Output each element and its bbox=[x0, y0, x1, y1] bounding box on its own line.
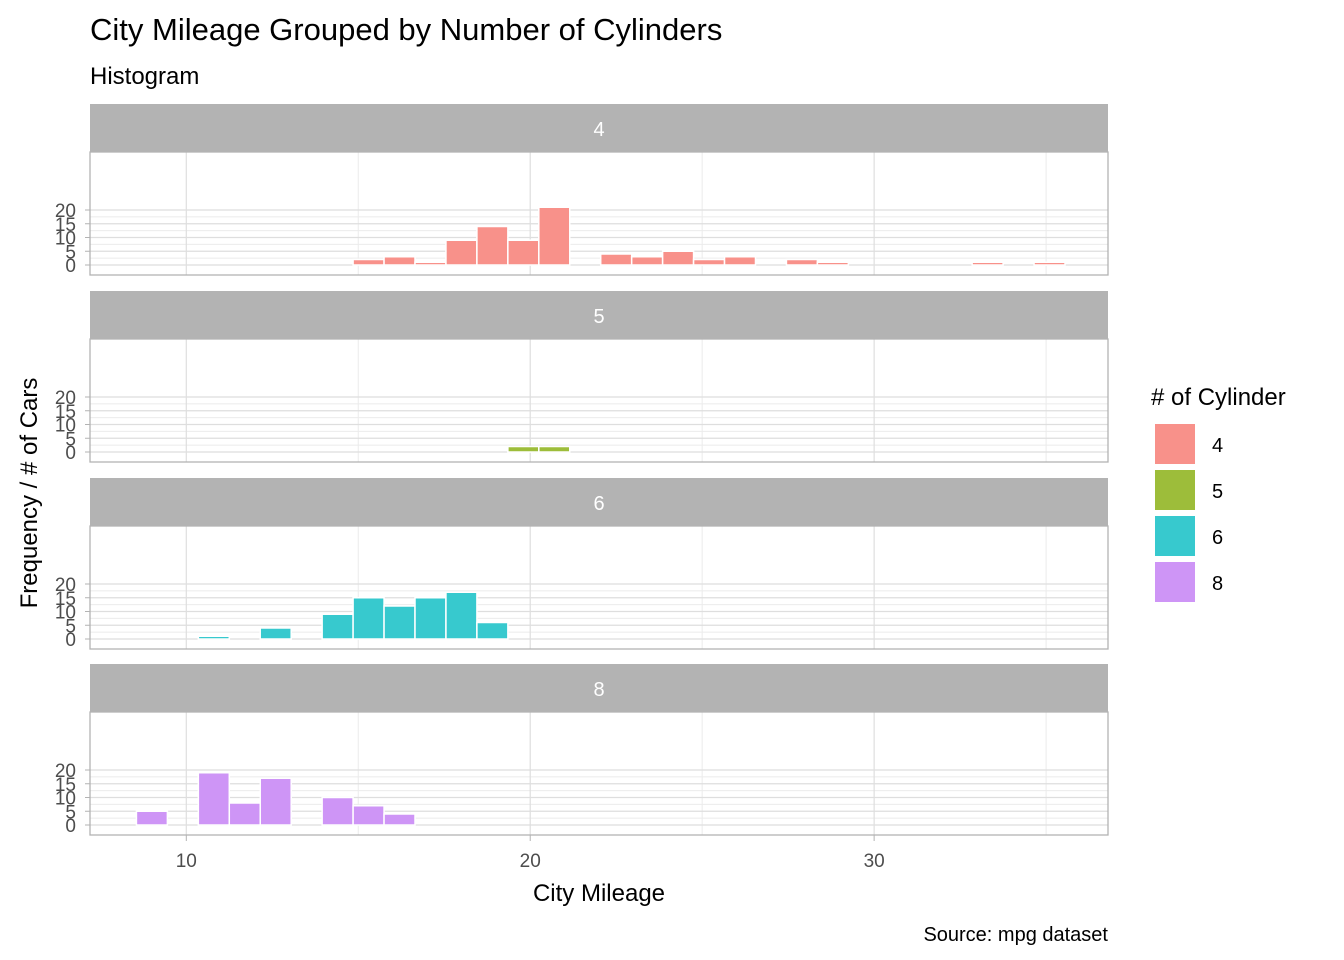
histogram-bar bbox=[197, 635, 231, 640]
panel-border bbox=[89, 151, 1109, 276]
y-tick-label: 15 bbox=[55, 402, 76, 423]
histogram-bar bbox=[630, 256, 664, 266]
legend-title: # of Cylinder bbox=[1151, 384, 1286, 411]
histogram-bar bbox=[507, 445, 540, 453]
y-tick-label: 5 bbox=[65, 802, 76, 823]
histogram-bar bbox=[321, 613, 354, 640]
legend-swatch bbox=[1155, 424, 1195, 464]
y-tick-label: 15 bbox=[55, 215, 76, 236]
histogram-bar bbox=[383, 813, 416, 826]
y-tick-label: 0 bbox=[65, 256, 76, 277]
histogram-bar bbox=[1033, 261, 1066, 266]
histogram-bar bbox=[723, 256, 757, 266]
chart-title: City Mileage Grouped by Number of Cylind… bbox=[90, 12, 722, 47]
y-tick-label: 0 bbox=[65, 630, 76, 651]
histogram-bar bbox=[538, 206, 571, 266]
y-tick-label: 0 bbox=[65, 443, 76, 464]
chart-subtitle: Histogram bbox=[90, 63, 199, 90]
x-axis-label: City Mileage bbox=[533, 880, 665, 907]
histogram-bar bbox=[445, 591, 478, 640]
legend-label: 8 bbox=[1212, 573, 1223, 595]
histogram-bar bbox=[971, 261, 1004, 266]
legend-label: 4 bbox=[1212, 435, 1223, 457]
legend-label: 5 bbox=[1212, 481, 1223, 503]
panel-border bbox=[89, 711, 1109, 836]
histogram-bar bbox=[321, 796, 354, 826]
y-axis-label: Frequency / # of Cars bbox=[16, 378, 43, 609]
y-tick-label: 10 bbox=[55, 229, 76, 250]
legend-swatch bbox=[1155, 516, 1195, 556]
histogram-bar bbox=[661, 250, 695, 266]
y-tick-label: 10 bbox=[55, 416, 76, 437]
histogram-bar bbox=[383, 605, 416, 640]
y-tick-label: 15 bbox=[55, 775, 76, 796]
histogram-bar bbox=[476, 225, 509, 266]
facet-strip-label: 8 bbox=[593, 679, 604, 701]
histogram-bar bbox=[259, 777, 292, 826]
y-tick-label: 5 bbox=[65, 429, 76, 450]
histogram-bar bbox=[259, 627, 292, 640]
histogram-bar bbox=[414, 597, 447, 640]
histogram-bar bbox=[599, 253, 633, 266]
histogram-bar bbox=[383, 256, 416, 266]
legend-label: 6 bbox=[1212, 527, 1223, 549]
y-tick-label: 15 bbox=[55, 589, 76, 610]
histogram-bar bbox=[228, 802, 261, 826]
histogram-bar bbox=[538, 445, 571, 453]
facet-strip bbox=[90, 291, 1108, 339]
legend: # of Cylinder 4 5 6 8 bbox=[1151, 384, 1286, 602]
panel-border bbox=[89, 338, 1109, 463]
x-axis: 10 20 30 bbox=[176, 835, 885, 872]
facet-strip-label: 4 bbox=[593, 119, 604, 141]
facet-strip bbox=[90, 478, 1108, 526]
y-tick-label: 20 bbox=[55, 201, 76, 222]
histogram-bar bbox=[445, 239, 478, 266]
legend-swatch bbox=[1155, 470, 1195, 510]
facet-strip-label: 6 bbox=[593, 493, 604, 515]
facet-strip-label: 5 bbox=[593, 306, 604, 328]
y-tick-label: 5 bbox=[65, 616, 76, 637]
y-tick-label: 0 bbox=[65, 816, 76, 837]
x-tick-label: 20 bbox=[520, 851, 541, 872]
histogram-bar bbox=[414, 261, 447, 266]
histogram-bar bbox=[352, 805, 385, 826]
facet-strip bbox=[90, 104, 1108, 152]
panel-border bbox=[89, 525, 1109, 650]
histogram-bar bbox=[476, 621, 509, 640]
histogram-bar bbox=[816, 261, 850, 266]
facet-strip bbox=[90, 664, 1108, 712]
histogram-bar bbox=[785, 258, 819, 266]
x-tick-label: 30 bbox=[864, 851, 885, 872]
y-tick-label: 10 bbox=[55, 603, 76, 624]
histogram-bar bbox=[352, 597, 385, 640]
histogram-bar bbox=[507, 239, 540, 266]
y-tick-label: 20 bbox=[55, 761, 76, 782]
y-tick-label: 20 bbox=[55, 575, 76, 596]
histogram-bar bbox=[692, 258, 726, 266]
chart-caption: Source: mpg dataset bbox=[923, 924, 1108, 946]
histogram-bar bbox=[135, 810, 169, 826]
histogram-bar bbox=[197, 772, 231, 826]
histogram-bar bbox=[352, 258, 385, 266]
legend-swatch bbox=[1155, 562, 1195, 602]
y-tick-label: 10 bbox=[55, 789, 76, 810]
y-tick-label: 20 bbox=[55, 388, 76, 409]
x-tick-label: 10 bbox=[176, 851, 197, 872]
y-tick-label: 5 bbox=[65, 242, 76, 263]
